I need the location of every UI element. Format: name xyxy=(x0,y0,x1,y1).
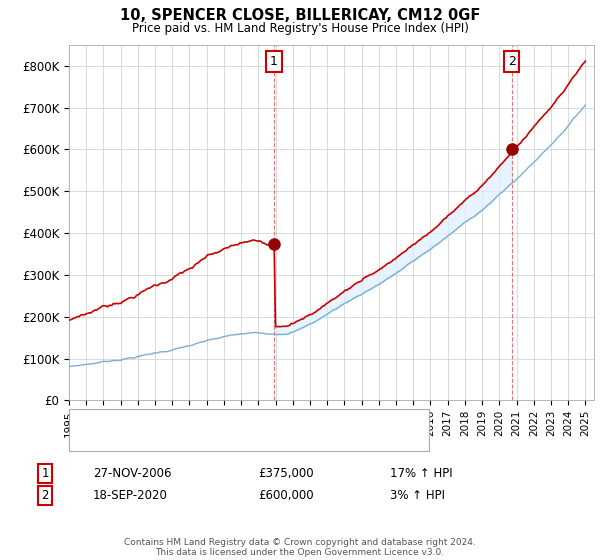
Text: 17% ↑ HPI: 17% ↑ HPI xyxy=(390,466,452,480)
Text: HPI: Average price, detached house, Basildon: HPI: Average price, detached house, Basi… xyxy=(96,434,334,444)
Text: £375,000: £375,000 xyxy=(258,466,314,480)
Text: 3% ↑ HPI: 3% ↑ HPI xyxy=(390,489,445,502)
Text: £600,000: £600,000 xyxy=(258,489,314,502)
Text: 18-SEP-2020: 18-SEP-2020 xyxy=(93,489,168,502)
Text: 1: 1 xyxy=(41,466,49,480)
Text: —: — xyxy=(78,432,94,446)
Text: —: — xyxy=(78,413,94,428)
Text: 27-NOV-2006: 27-NOV-2006 xyxy=(93,466,172,480)
Text: Price paid vs. HM Land Registry's House Price Index (HPI): Price paid vs. HM Land Registry's House … xyxy=(131,22,469,35)
Text: Contains HM Land Registry data © Crown copyright and database right 2024.
This d: Contains HM Land Registry data © Crown c… xyxy=(124,538,476,557)
Text: 10, SPENCER CLOSE, BILLERICAY, CM12 0GF: 10, SPENCER CLOSE, BILLERICAY, CM12 0GF xyxy=(120,8,480,24)
Text: 10, SPENCER CLOSE, BILLERICAY, CM12 0GF (detached house): 10, SPENCER CLOSE, BILLERICAY, CM12 0GF … xyxy=(96,416,421,426)
Text: 2: 2 xyxy=(41,489,49,502)
Text: 2: 2 xyxy=(508,55,515,68)
Text: 1: 1 xyxy=(270,55,278,68)
